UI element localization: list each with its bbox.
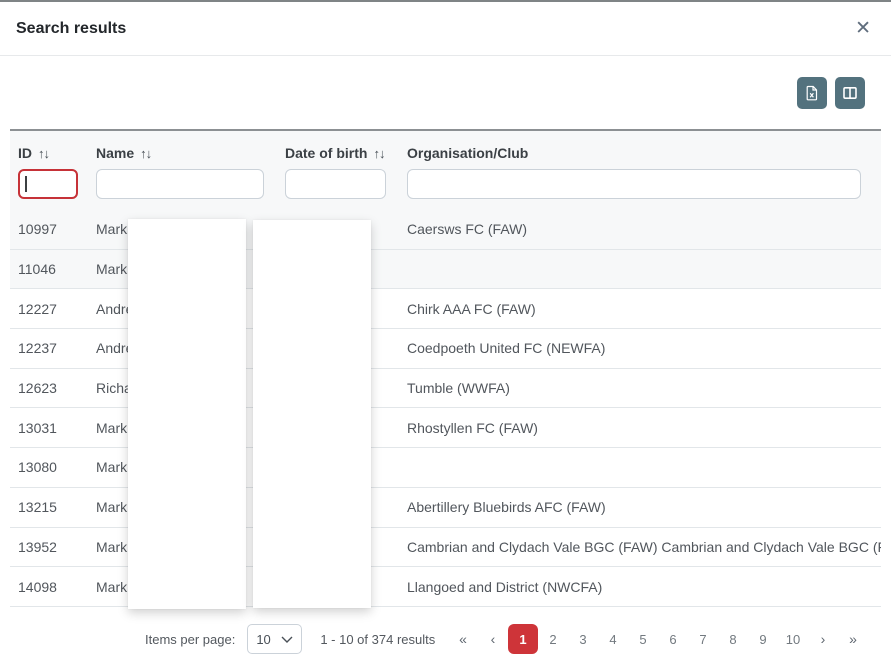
org-filter-input[interactable] [407,169,861,199]
column-header-org: Organisation/Club [399,142,881,210]
column-label-dob: Date of birth [285,145,368,161]
sort-icon-id[interactable]: ↑↓ [38,145,50,161]
choose-columns-button[interactable] [835,76,865,109]
sort-icon-name[interactable]: ↑↓ [140,145,152,161]
name-filter-input[interactable] [96,169,264,199]
cell-org: Cambrian and Clydach Vale BGC (FAW) Camb… [407,538,881,555]
cell-org: Caersws FC (FAW) [407,221,528,238]
column-label-id: ID [18,145,32,161]
cell-org: Chirk AAA FC (FAW) [407,300,536,317]
export-excel-button[interactable] [797,76,827,109]
page-button-5[interactable]: 5 [628,624,658,654]
cell-org: Rhostyllen FC (FAW) [407,419,538,436]
cell-id: 14098 [18,578,57,595]
overlay-panel-2 [253,220,371,608]
chevron-down-icon [281,630,293,648]
pagination-bar: Items per page: 10 1 - 10 of 374 results… [0,607,891,672]
page-button-10[interactable]: 10 [778,624,808,654]
column-label-org: Organisation/Club [407,145,529,161]
dob-filter-input[interactable] [285,169,386,199]
page-button-8[interactable]: 8 [718,624,748,654]
next-page-button[interactable]: › [808,624,838,654]
column-header-dob: Date of birth ↑↓ [277,142,399,210]
sort-icon-dob[interactable]: ↑↓ [373,145,385,161]
cell-name: Mark [96,538,128,555]
cell-name: Mark [96,261,128,278]
items-per-page-select[interactable]: 10 [247,624,303,655]
page-button-3[interactable]: 3 [568,624,598,654]
modal-header: Search results ✕ [0,2,891,56]
first-page-button[interactable]: « [448,624,478,654]
cell-name: Andre [96,340,134,357]
pager: « ‹ 1 2 3 4 5 6 7 8 9 10 › » [448,624,868,655]
page-title: Search results [16,19,127,37]
toolbar [0,56,891,129]
cell-name: Mark [96,459,128,476]
page-button-1[interactable]: 1 [508,624,538,655]
items-per-page-value: 10 [256,631,271,647]
table-header: ID ↑↓ Name ↑↓ Date of bir [10,129,881,210]
page-button-6[interactable]: 6 [658,624,688,654]
prev-page-button[interactable]: ‹ [478,624,508,654]
last-page-button[interactable]: » [838,624,868,654]
cell-org: Llangoed and District (NWCFA) [407,578,603,595]
cell-id: 13031 [18,419,57,436]
cell-name: Mark [96,499,128,516]
cell-id: 12623 [18,380,57,397]
pager-pages: 1 2 3 4 5 6 7 8 9 10 [508,624,808,655]
column-label-name: Name [96,145,135,161]
cell-org: Abertillery Bluebirds AFC (FAW) [407,499,606,516]
cell-id: 13215 [18,499,57,516]
results-count-text: 1 - 10 of 374 results [320,631,436,647]
cell-name: Mark [96,221,128,238]
cell-id: 13080 [18,459,57,476]
cell-id: 11046 [18,261,56,278]
text-caret [25,176,27,192]
cell-id: 12227 [18,300,57,317]
overlay-panel-1 [128,219,246,609]
cell-name: Mark [96,578,128,595]
cell-id: 10997 [18,221,57,238]
columns-icon [842,85,858,101]
column-header-name: Name ↑↓ [88,142,277,210]
page-button-4[interactable]: 4 [598,624,628,654]
cell-id: 12237 [18,340,57,357]
cell-id: 13952 [18,538,57,555]
file-excel-icon [804,85,820,101]
items-per-page-label: Items per page: [145,631,236,647]
column-header-id: ID ↑↓ [10,142,88,210]
page-button-9[interactable]: 9 [748,624,778,654]
cell-org: Coedpoeth United FC (NEWFA) [407,340,606,357]
page-button-7[interactable]: 7 [688,624,718,654]
id-filter-input[interactable] [18,169,78,199]
cell-org: Tumble (WWFA) [407,380,510,397]
cell-name: Andre [96,300,134,317]
page-button-2[interactable]: 2 [538,624,568,654]
cell-name: Richa [96,380,132,397]
cell-name: Mark [96,419,128,436]
close-icon[interactable]: ✕ [855,18,871,39]
